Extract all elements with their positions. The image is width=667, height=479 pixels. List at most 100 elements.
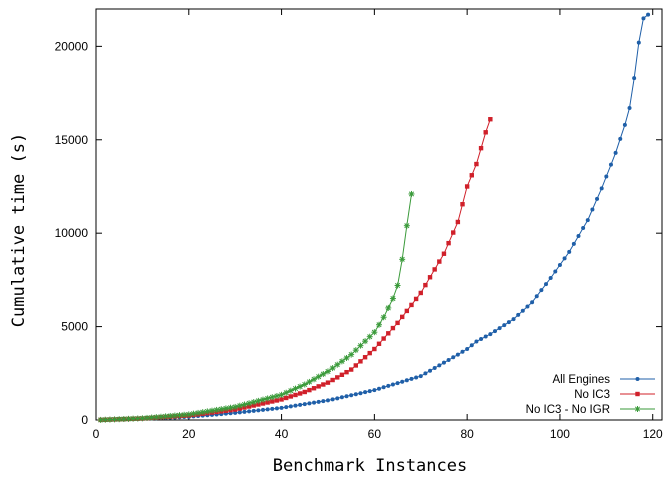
data-point xyxy=(339,395,344,400)
star-stroke xyxy=(395,282,401,289)
data-point xyxy=(548,276,553,281)
data-point xyxy=(283,389,290,396)
legend: All Engines No IC3 No IC3 - No IGR xyxy=(526,374,655,416)
data-point xyxy=(404,308,410,314)
data-point xyxy=(311,376,318,383)
data-point xyxy=(478,145,484,151)
data-point xyxy=(325,398,330,403)
data-point xyxy=(460,349,465,354)
data-point xyxy=(292,385,299,392)
data-point xyxy=(390,325,396,331)
data-point xyxy=(353,363,359,368)
star-stroke xyxy=(218,406,224,412)
data-point xyxy=(213,406,220,413)
data-point xyxy=(469,173,474,178)
star-stroke xyxy=(330,365,336,371)
data-point xyxy=(386,383,391,388)
data-point xyxy=(242,405,247,410)
star-stroke xyxy=(357,343,363,349)
star-stroke xyxy=(399,256,405,262)
y-tick-label: 10000 xyxy=(55,226,89,240)
x-tick-label: 60 xyxy=(368,427,382,441)
y-tick-label: 0 xyxy=(81,413,88,427)
legend-marker xyxy=(634,406,641,412)
data-point xyxy=(441,360,446,365)
data-point xyxy=(534,294,539,299)
star-stroke xyxy=(102,417,108,423)
x-tick-label: 20 xyxy=(182,427,196,441)
x-axis-title: Benchmark Instances xyxy=(273,456,467,476)
star-stroke xyxy=(255,398,261,404)
data-point xyxy=(516,312,521,317)
data-point xyxy=(279,397,284,402)
data-point xyxy=(465,347,470,352)
data-point xyxy=(269,394,276,401)
data-point xyxy=(492,329,497,334)
y-axis-title: Cumulative time (s) xyxy=(9,133,29,327)
data-point xyxy=(506,320,511,325)
star-stroke xyxy=(297,384,303,390)
data-point xyxy=(423,371,428,376)
star-stroke xyxy=(176,412,183,418)
data-point xyxy=(604,174,609,179)
data-point xyxy=(414,375,419,380)
data-point xyxy=(553,269,558,274)
data-point xyxy=(418,290,423,296)
data-point xyxy=(451,230,456,235)
data-point xyxy=(297,391,303,396)
star-stroke xyxy=(376,322,382,328)
data-point xyxy=(366,333,373,340)
star-stroke xyxy=(241,401,248,408)
data-point xyxy=(301,381,308,388)
data-point xyxy=(455,352,460,357)
data-point xyxy=(242,409,247,414)
data-point xyxy=(348,367,354,372)
star-stroke xyxy=(265,395,271,401)
data-point xyxy=(274,406,279,411)
data-point xyxy=(432,366,437,371)
data-point xyxy=(237,410,242,415)
data-point xyxy=(185,411,192,418)
data-point xyxy=(636,40,641,45)
data-point xyxy=(265,407,270,412)
data-point xyxy=(567,249,572,254)
data-point xyxy=(613,150,618,155)
data-point xyxy=(348,351,355,358)
data-point xyxy=(288,404,293,409)
data-point xyxy=(562,256,567,261)
x-tick-label: 120 xyxy=(643,427,663,441)
star-stroke xyxy=(227,405,234,411)
data-point xyxy=(483,130,488,135)
data-point xyxy=(590,207,595,212)
data-point xyxy=(385,304,392,311)
data-point xyxy=(208,407,215,414)
star-stroke xyxy=(306,379,312,385)
star-stroke xyxy=(404,223,410,229)
data-point xyxy=(618,136,623,141)
data-point xyxy=(363,390,368,395)
data-point xyxy=(404,378,409,383)
data-point xyxy=(293,392,298,398)
star-stroke xyxy=(149,414,155,421)
data-point xyxy=(372,388,377,393)
data-point xyxy=(335,375,340,380)
data-point xyxy=(334,361,341,368)
series-all-engines xyxy=(98,12,651,422)
series-line xyxy=(100,14,649,421)
data-point xyxy=(302,402,307,407)
star-stroke xyxy=(339,358,345,364)
data-point xyxy=(409,376,414,381)
data-point xyxy=(381,336,386,341)
data-point xyxy=(362,338,369,345)
data-point xyxy=(343,354,350,361)
data-point xyxy=(367,389,372,394)
star-stroke xyxy=(343,355,350,361)
data-point xyxy=(520,308,525,313)
star-stroke xyxy=(116,416,122,422)
data-point xyxy=(181,411,188,418)
data-point xyxy=(571,241,576,246)
data-point xyxy=(256,408,261,413)
data-point xyxy=(608,162,613,167)
star-stroke xyxy=(232,404,238,410)
